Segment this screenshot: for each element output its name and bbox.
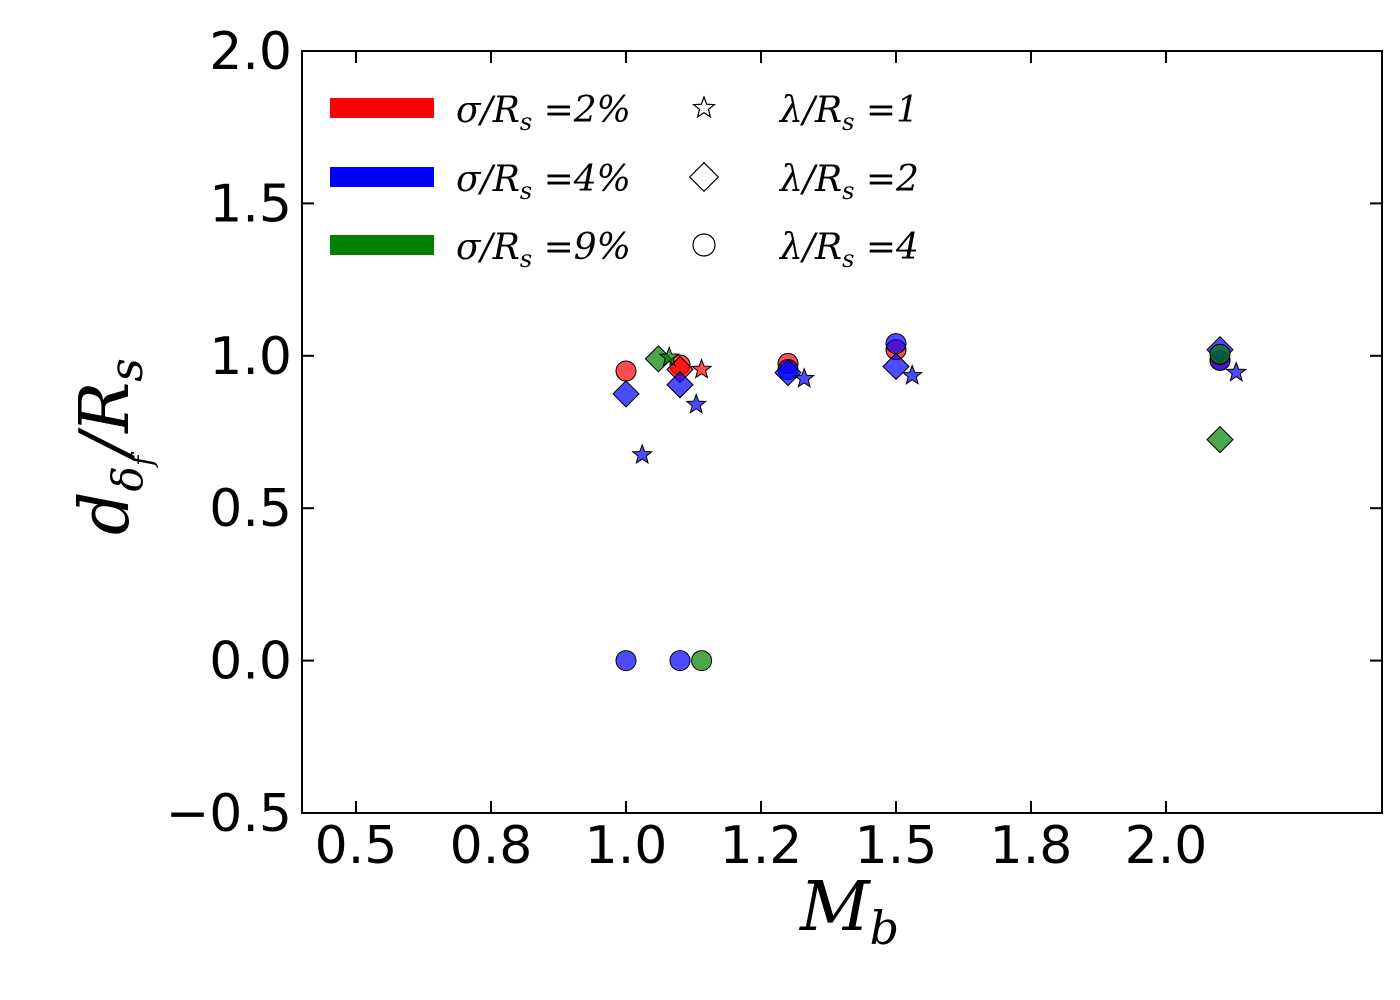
legend-color-label: σ/Rs =2%	[456, 90, 631, 136]
y-tick-label: 2.0	[209, 22, 292, 82]
plot-area	[301, 50, 1383, 814]
x-axis-title: Mb	[798, 868, 899, 955]
data-point-star	[690, 358, 713, 379]
data-point-diamond	[666, 371, 694, 399]
y-tick-label: 1.0	[209, 327, 292, 387]
x-tick-label: 1.0	[585, 816, 668, 876]
legend-marker-label: λ/Rs =1	[778, 90, 919, 136]
data-point-diamond	[1206, 425, 1234, 454]
data-point-circle	[885, 333, 907, 355]
legend-marker-circle	[692, 233, 716, 257]
x-tick-label: 0.8	[450, 816, 533, 876]
data-point-circle	[1209, 343, 1231, 365]
data-point-star	[901, 364, 924, 385]
legend: σ/Rs =2% σ/Rs =4% σ/Rs =9% λ/Rs =1 λ/Rs =2 λ/…	[330, 90, 919, 273]
y-tick-label: −0.5	[166, 784, 292, 844]
data-point-diamond	[612, 380, 640, 408]
axis-ticks: 0.5 0.8 1.0 1.2 1.5 1.8 2.0 −0.5 0.0 0.5 1.0 1.5 2.0	[166, 22, 1382, 876]
data-points	[612, 333, 1248, 672]
x-tick-label: 1.2	[720, 816, 803, 876]
data-point-circle	[691, 650, 713, 672]
legend-color-swatch	[330, 235, 434, 255]
legend-color-swatch	[330, 167, 434, 187]
x-tick-label: 1.5	[855, 816, 938, 876]
y-tick-label: 0.5	[209, 479, 292, 539]
legend-marker-star	[691, 95, 717, 119]
y-axis-title: dδf/Rs	[66, 358, 159, 535]
data-point-star	[658, 345, 681, 367]
x-tick-label: 0.5	[315, 816, 398, 876]
data-point-circle	[615, 650, 637, 672]
legend-color-swatch	[330, 98, 434, 118]
legend-marker-diamond	[688, 161, 720, 193]
legend-marker-label: λ/Rs =2	[778, 159, 919, 205]
data-point-star	[631, 443, 654, 465]
data-point-circle	[615, 360, 637, 382]
y-tick-label: 1.5	[209, 174, 292, 234]
y-tick-label: 0.0	[209, 632, 292, 692]
data-point-star	[685, 393, 708, 414]
data-point-circle	[669, 650, 691, 672]
data-point-star	[793, 367, 816, 388]
legend-color-label: σ/Rs =9%	[456, 227, 631, 273]
x-tick-label: 2.0	[1125, 816, 1208, 876]
data-point-star	[1225, 361, 1248, 382]
x-tick-label: 1.8	[990, 816, 1073, 876]
data-point-diamond	[774, 358, 802, 387]
legend-color-label: σ/Rs =4%	[456, 159, 631, 205]
legend-marker-label: λ/Rs =4	[778, 227, 919, 273]
